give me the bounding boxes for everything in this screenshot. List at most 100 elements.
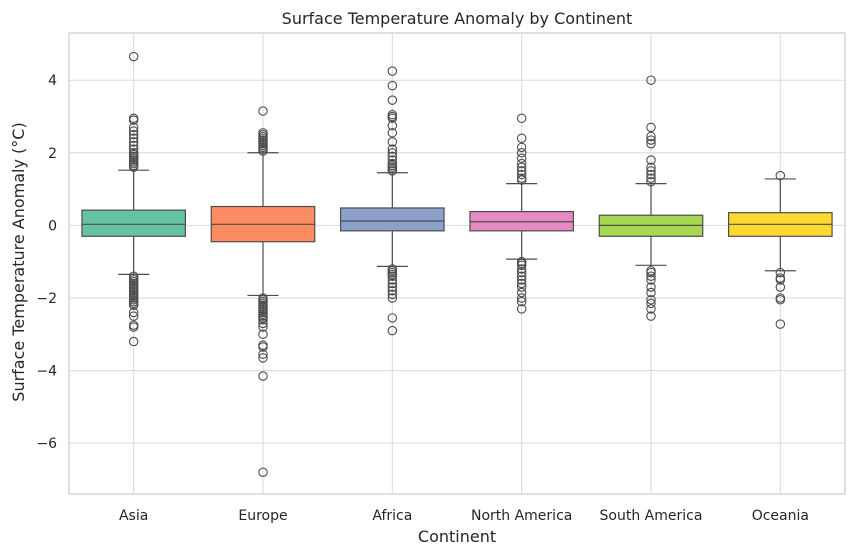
outlier-point bbox=[128, 162, 139, 173]
x-tick-label: Europe bbox=[238, 508, 287, 524]
outlier-point bbox=[516, 133, 527, 144]
outlier-point bbox=[516, 282, 527, 292]
outlier-point bbox=[387, 285, 398, 296]
outlier-point bbox=[128, 140, 139, 151]
outlier-point bbox=[387, 66, 398, 76]
outlier-point bbox=[516, 169, 527, 180]
outlier-point bbox=[646, 275, 656, 285]
outlier-point bbox=[387, 278, 398, 289]
outlier-point bbox=[516, 278, 527, 289]
outlier-point bbox=[387, 275, 398, 285]
outlier-point bbox=[516, 166, 527, 176]
outlier-point bbox=[128, 322, 139, 332]
outlier-point bbox=[128, 307, 139, 318]
outlier-point bbox=[258, 146, 268, 156]
outlier-point bbox=[646, 177, 656, 187]
outlier-point bbox=[646, 287, 656, 298]
outlier-point bbox=[258, 371, 268, 381]
outlier-point bbox=[646, 282, 656, 292]
outlier-point bbox=[646, 155, 656, 165]
outlier-point bbox=[646, 122, 656, 133]
outlier-point bbox=[387, 313, 398, 323]
outlier-point bbox=[646, 267, 656, 278]
outlier-point bbox=[387, 113, 398, 124]
outlier-point bbox=[258, 353, 268, 363]
outlier-point bbox=[646, 75, 656, 85]
outlier-point bbox=[258, 342, 268, 352]
outlier-point bbox=[516, 113, 527, 124]
y-tick-label: 4 bbox=[48, 73, 57, 89]
y-tick-label: 2 bbox=[48, 146, 57, 162]
outlier-point bbox=[258, 318, 268, 329]
plot-frame bbox=[68, 32, 846, 495]
outlier-point bbox=[646, 173, 656, 183]
outlier-point bbox=[775, 275, 786, 285]
y-tick-label: −6 bbox=[36, 436, 57, 452]
outlier-point bbox=[128, 133, 139, 144]
x-tick-label: South America bbox=[600, 508, 703, 524]
outlier-point bbox=[258, 349, 268, 359]
outlier-point bbox=[387, 151, 398, 162]
outlier-point bbox=[775, 319, 786, 329]
outlier-point bbox=[516, 304, 527, 314]
outlier-point bbox=[646, 298, 656, 309]
outlier-point bbox=[128, 300, 139, 310]
outlier-point bbox=[775, 282, 786, 292]
outlier-point bbox=[258, 467, 268, 477]
outlier-point bbox=[387, 137, 398, 147]
outlier-point bbox=[258, 322, 268, 332]
outlier-point bbox=[387, 282, 398, 292]
outlier-point bbox=[516, 293, 527, 303]
outlier-point bbox=[387, 80, 398, 91]
outlier-point bbox=[646, 169, 656, 180]
outlier-point bbox=[387, 148, 398, 158]
outlier-point bbox=[516, 153, 527, 163]
outlier-point bbox=[516, 148, 527, 158]
outlier-point bbox=[258, 315, 268, 325]
outlier-point bbox=[387, 144, 398, 154]
outlier-point bbox=[128, 311, 139, 321]
outlier-point bbox=[646, 138, 656, 149]
y-tick-label: −2 bbox=[36, 291, 57, 307]
outlier-point bbox=[258, 106, 268, 116]
outlier-point bbox=[128, 129, 139, 140]
outlier-point bbox=[387, 155, 398, 165]
outlier-point bbox=[775, 170, 786, 181]
outlier-point bbox=[646, 166, 656, 176]
outlier-point bbox=[646, 131, 656, 142]
outlier-point bbox=[516, 142, 527, 153]
outlier-point bbox=[516, 267, 527, 278]
outlier-point bbox=[128, 336, 139, 347]
y-tick-label: −4 bbox=[36, 364, 57, 380]
outlier-point bbox=[387, 289, 398, 300]
outlier-point bbox=[516, 287, 527, 298]
chart-title: Surface Temperature Anomaly by Continent bbox=[282, 9, 633, 28]
outlier-point bbox=[387, 120, 398, 131]
outlier-point bbox=[128, 115, 139, 125]
x-axis-title: Continent bbox=[418, 527, 496, 546]
y-tick-label: 0 bbox=[48, 218, 57, 234]
outlier-point bbox=[775, 295, 786, 305]
outlier-point bbox=[128, 126, 139, 136]
outlier-point bbox=[258, 329, 268, 340]
outlier-point bbox=[516, 260, 527, 271]
y-axis-title: Surface Temperature Anomaly (°C) bbox=[9, 122, 28, 401]
box-asia bbox=[81, 209, 187, 237]
outlier-point bbox=[516, 275, 527, 285]
outlier-point bbox=[387, 166, 398, 176]
outlier-point bbox=[646, 162, 656, 173]
outlier-point bbox=[128, 144, 139, 154]
outlier-point bbox=[646, 311, 656, 321]
outlier-point bbox=[646, 295, 656, 305]
outlier-point bbox=[387, 95, 398, 105]
outlier-point bbox=[128, 122, 139, 133]
outlier-point bbox=[516, 271, 527, 281]
outlier-point bbox=[646, 304, 656, 314]
box-africa bbox=[340, 207, 445, 232]
outlier-point bbox=[775, 267, 786, 278]
outlier-point bbox=[516, 158, 527, 169]
outlier-point bbox=[516, 162, 527, 173]
outlier-point bbox=[516, 296, 527, 307]
outlier-point bbox=[128, 137, 139, 147]
